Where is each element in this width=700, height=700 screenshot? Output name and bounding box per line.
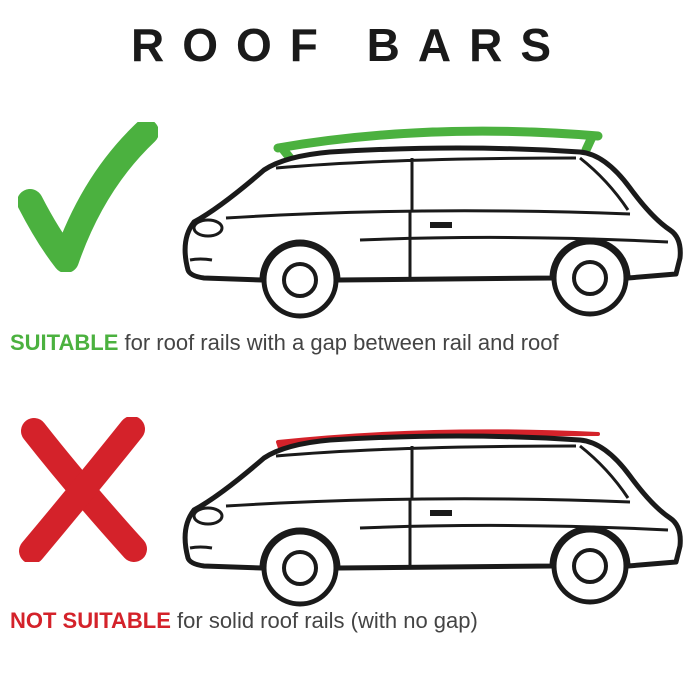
car-wheel-rear <box>554 530 626 602</box>
car-door-handle <box>430 222 452 228</box>
caption-not-suitable-rest: for solid roof rails (with no gap) <box>171 608 478 633</box>
cross-icon <box>18 417 148 567</box>
panel-not-suitable: NOT SUITABLE for solid roof rails (with … <box>0 362 700 662</box>
car-wheel-rear <box>554 242 626 314</box>
car-not-suitable <box>160 398 690 633</box>
caption-not-suitable-strong: NOT SUITABLE <box>10 608 171 633</box>
caption-suitable: SUITABLE for roof rails with a gap betwe… <box>10 330 559 356</box>
car-wheel-front <box>264 244 336 316</box>
panel-suitable: SUITABLE for roof rails with a gap betwe… <box>0 82 700 362</box>
caption-suitable-strong: SUITABLE <box>10 330 118 355</box>
check-icon <box>18 122 158 277</box>
car-suitable <box>160 110 690 345</box>
car-wheel-front <box>264 532 336 604</box>
caption-suitable-rest: for roof rails with a gap between rail a… <box>118 330 558 355</box>
caption-not-suitable: NOT SUITABLE for solid roof rails (with … <box>10 608 478 634</box>
car-door-handle <box>430 510 452 516</box>
page-title: ROOF BARS <box>0 0 700 82</box>
